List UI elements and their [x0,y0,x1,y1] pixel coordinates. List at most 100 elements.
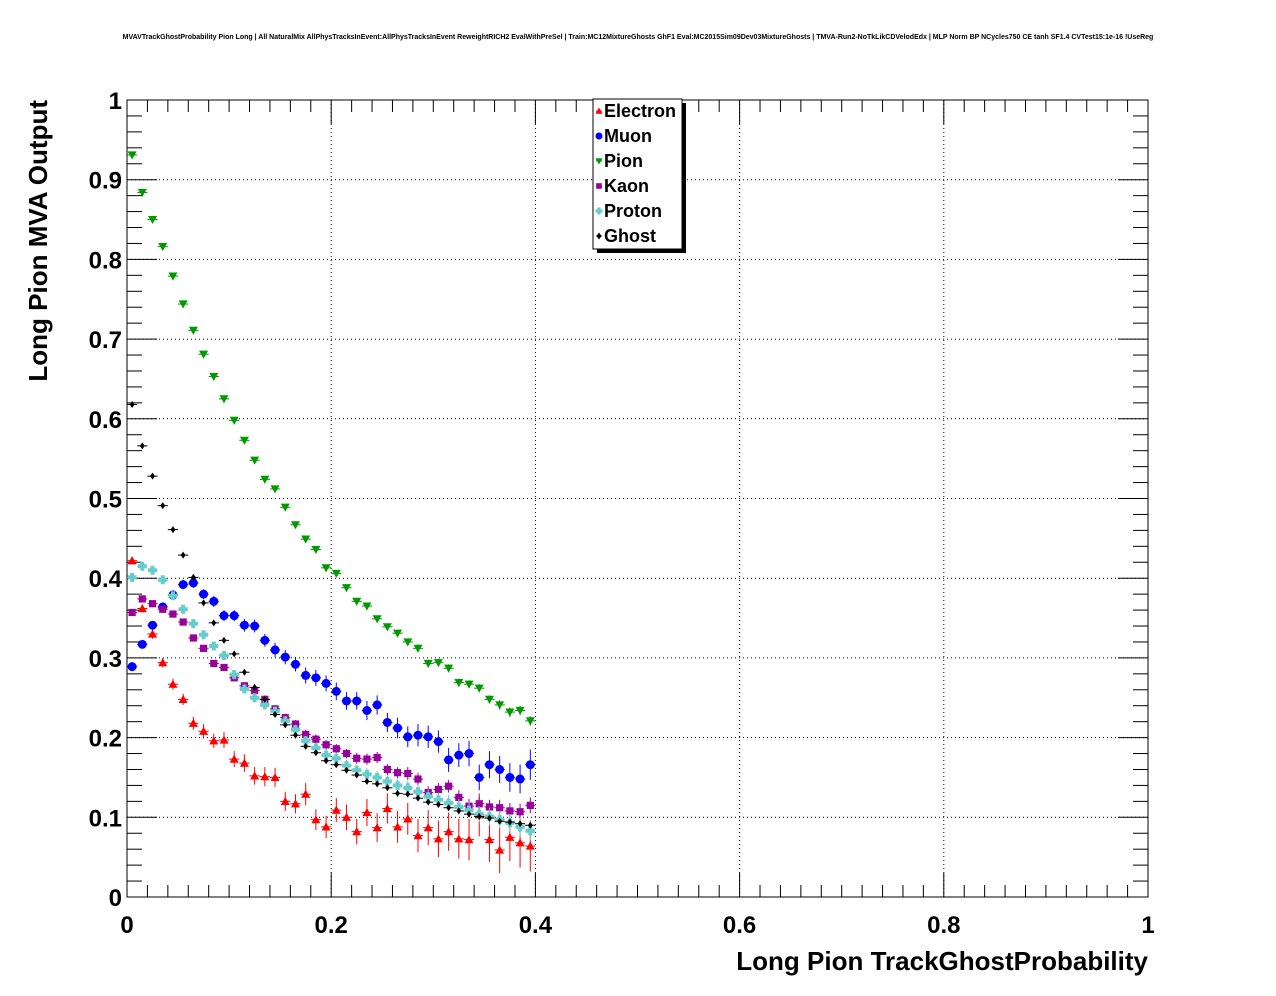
data-point [484,760,494,770]
data-point [280,716,290,726]
data-point [342,584,352,593]
data-point [321,822,331,831]
data-point [433,834,443,843]
data-point [178,580,188,590]
data-point [150,472,155,480]
data-point [290,521,300,530]
legend-item-kaon: Kaon [596,176,649,196]
data-point [425,798,431,806]
data-point [199,726,209,735]
data-point [219,651,229,661]
data-point [270,485,280,494]
data-point [301,535,311,544]
data-point [322,741,330,749]
data-point [393,780,403,790]
data-point [354,771,360,779]
data-point [382,717,392,727]
data-point [229,416,239,425]
data-point [525,760,535,770]
data-point [423,732,433,742]
x-tick-label: 0.6 [723,912,756,939]
data-point [413,831,423,840]
data-point [525,717,535,726]
data-point [495,701,505,710]
data-point [515,706,525,716]
data-point [201,599,207,607]
data-point [311,815,321,824]
data-point [250,456,260,465]
data-point [127,662,137,672]
data-point [466,810,472,818]
x-tick-labels: 0 0.2 0.4 0.6 0.8 1 [120,912,1154,939]
data-point [403,783,413,793]
data-point [199,350,209,359]
data-point [526,801,534,809]
data-point [169,610,177,618]
data-point [476,813,482,821]
data-point [168,591,178,601]
data-point [496,804,504,812]
data-point [239,684,249,694]
data-point [179,618,187,626]
data-point [293,731,298,739]
data-point [260,475,270,484]
data-point [393,822,403,831]
data-point [209,596,219,606]
data-point [403,732,413,742]
data-point [434,785,443,794]
data-point [516,808,524,816]
data-point [180,551,186,559]
data-point [484,835,494,844]
y-tick-label: 0.8 [89,247,122,274]
y-tick-label: 0.1 [89,805,122,832]
data-point [148,629,158,638]
series-pion [127,151,536,726]
legend-marker [595,107,603,114]
data-point [454,679,464,688]
data-point [527,821,533,829]
data-point [464,749,474,759]
data-point [219,611,229,621]
data-point [168,679,178,688]
data-point [189,634,197,642]
data-point [332,745,340,753]
legend-label: Electron [604,101,676,121]
data-point [506,807,514,815]
legend-label: Ghost [604,226,656,246]
y-tick-label: 0.7 [89,327,122,354]
data-point [363,755,371,763]
data-point [311,743,321,753]
legend-item-electron: Electron [595,101,676,121]
data-point [272,710,278,718]
data-point [372,700,382,710]
data-point [148,215,158,225]
data-point [321,678,331,688]
data-point [220,663,228,672]
data-point [474,772,484,782]
grid-lines [127,100,1148,897]
data-point [455,793,463,801]
data-point [393,723,403,733]
y-tick-label: 0.9 [89,168,122,195]
data-point [423,792,433,802]
data-point [170,526,176,534]
data-point [128,608,136,617]
data-point [384,784,390,792]
data-point [260,772,270,781]
data-point [199,630,209,640]
data-point [342,812,352,821]
data-point [525,826,535,836]
x-tick-label: 0.4 [519,912,553,939]
data-point [362,602,372,611]
data-point [239,620,249,630]
data-point [291,720,300,728]
data-point [188,578,198,588]
data-point [393,769,402,777]
y-tick-label: 0.6 [89,407,122,434]
data-point [454,834,464,843]
data-point [229,611,239,621]
data-point [252,683,258,691]
data-point [221,636,227,644]
legend-label: Proton [604,201,662,221]
data-point [484,695,494,704]
